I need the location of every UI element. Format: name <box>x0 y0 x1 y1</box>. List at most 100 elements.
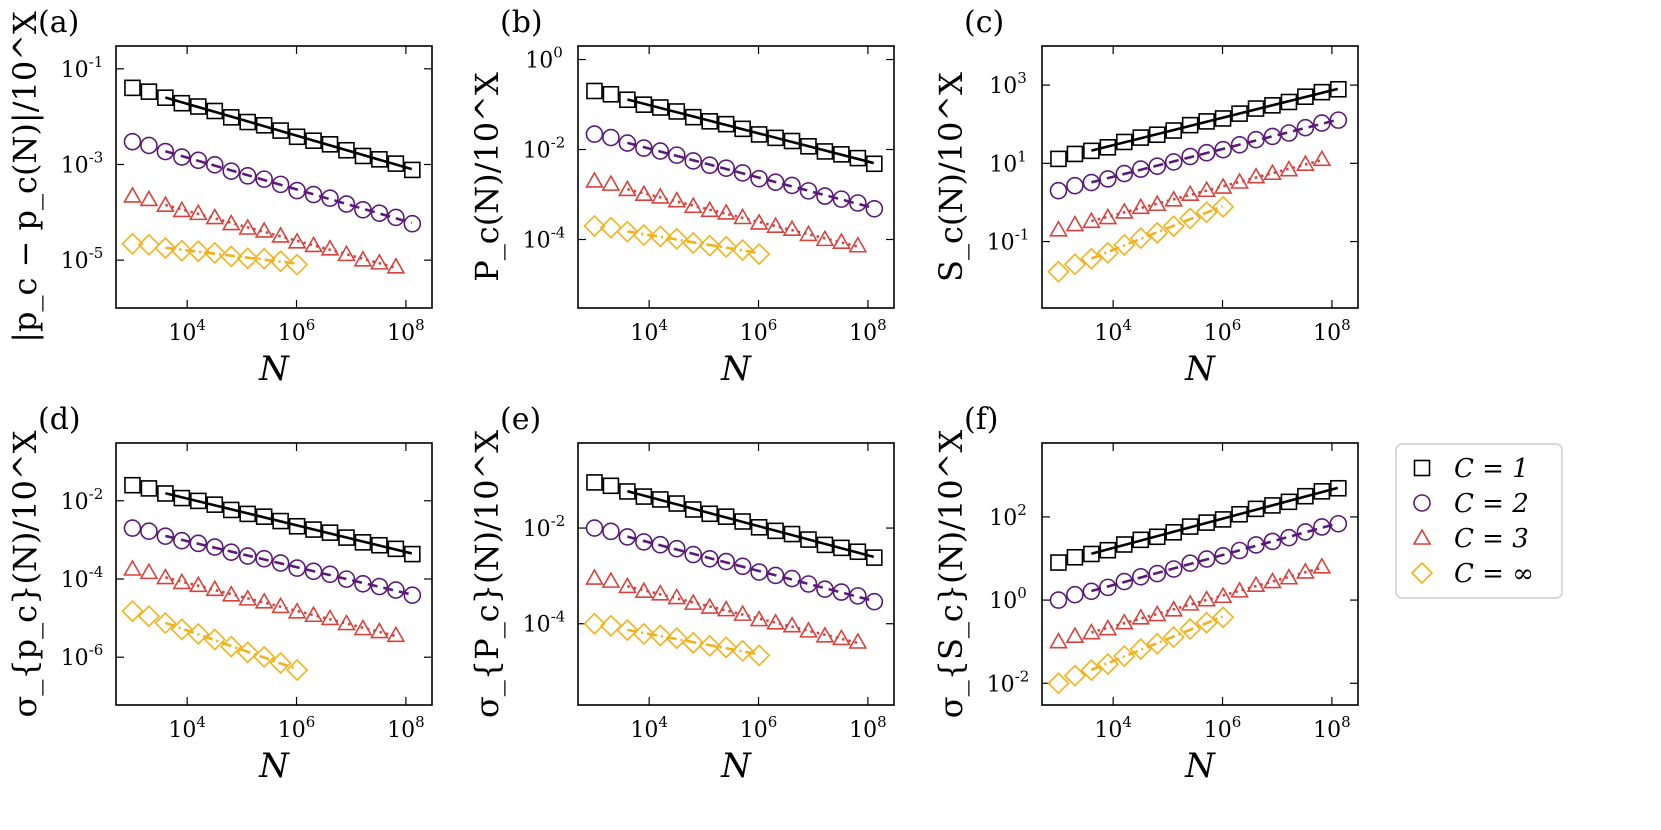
square-marker <box>354 147 372 165</box>
circle-marker <box>205 156 224 174</box>
circle-marker <box>156 142 175 161</box>
axis-frame <box>1041 442 1359 706</box>
circle-marker <box>123 519 142 537</box>
diamond-marker <box>1063 253 1087 276</box>
circle-marker <box>799 182 818 200</box>
triangle-marker <box>700 597 720 614</box>
panel-letter: (d) <box>38 402 81 437</box>
square-marker <box>717 115 735 133</box>
square-marker <box>602 477 620 495</box>
square-marker <box>833 539 850 557</box>
square-marker <box>1214 110 1232 127</box>
triangle-marker <box>1263 571 1282 589</box>
diamond-marker <box>285 253 309 276</box>
triangle-marker <box>848 236 868 253</box>
circle-marker <box>140 136 158 155</box>
square-marker <box>288 128 306 146</box>
y-tick-label: 10-4 <box>523 608 566 638</box>
triangle-marker <box>733 207 753 225</box>
y-tick-label: 10-3 <box>61 148 104 178</box>
triangle-marker <box>1114 613 1134 630</box>
circle-marker <box>1214 546 1232 565</box>
diamond-marker <box>1146 221 1169 245</box>
square-marker <box>1132 531 1150 549</box>
square-marker <box>1198 514 1215 531</box>
circle-marker <box>585 125 604 143</box>
circle-marker <box>222 543 241 562</box>
diamond-marker <box>731 639 754 663</box>
square-marker <box>1247 500 1265 518</box>
triangle-marker <box>1049 632 1068 649</box>
square-marker <box>371 536 388 554</box>
diamond-marker <box>1410 561 1434 585</box>
x-axis-label: N <box>720 349 752 389</box>
triangle-marker <box>1279 568 1299 585</box>
series-C2 <box>123 519 422 604</box>
circle-marker <box>1049 181 1068 200</box>
circle-marker <box>1131 567 1150 586</box>
diamond-marker <box>715 235 738 258</box>
circle-marker <box>222 162 241 180</box>
series-C2 <box>585 519 884 611</box>
triangle-marker <box>716 600 736 617</box>
square-marker <box>1313 483 1331 500</box>
triangle-marker <box>238 589 258 606</box>
square-marker <box>338 141 355 159</box>
circle-marker <box>173 531 191 550</box>
square-marker <box>1313 83 1331 101</box>
diamond-marker <box>170 239 193 262</box>
circle-marker <box>1148 564 1167 583</box>
triangle-marker <box>733 604 753 621</box>
circle-marker <box>832 190 851 208</box>
x-tick-label: 108 <box>387 316 425 346</box>
square-marker <box>404 161 421 179</box>
triangle-marker <box>1230 172 1249 189</box>
triangle-marker <box>1296 154 1315 171</box>
square-marker <box>1280 93 1298 111</box>
series-C1 <box>586 474 883 566</box>
triangle-marker <box>1082 211 1101 229</box>
y-tick-label: 10-5 <box>61 244 104 274</box>
square-marker <box>124 476 141 494</box>
square-marker <box>1050 150 1067 168</box>
circle-marker <box>255 549 273 568</box>
circle-marker <box>700 549 719 568</box>
triangle-marker <box>1131 608 1151 625</box>
triangle-marker <box>1197 590 1217 607</box>
diamond-marker <box>1179 617 1202 641</box>
circle-marker <box>271 554 290 572</box>
x-axis-label: N <box>1184 746 1216 786</box>
triangle-marker <box>123 559 142 576</box>
legend-label: C = 1 <box>1454 454 1529 484</box>
diamond-marker <box>203 241 226 265</box>
diamond-marker <box>682 231 705 255</box>
triangle-marker <box>585 568 604 585</box>
triangle-marker <box>1164 600 1184 617</box>
triangle-marker <box>139 562 159 580</box>
square-marker <box>1099 541 1117 559</box>
square-marker <box>222 109 240 126</box>
square-marker <box>1181 518 1199 535</box>
triangle-marker <box>1246 167 1266 184</box>
triangle-marker <box>221 585 241 602</box>
square-marker <box>816 536 834 554</box>
y-tick-label: 10-6 <box>61 641 104 671</box>
series-C1 <box>586 82 883 173</box>
square-marker <box>206 102 224 120</box>
circle-marker <box>1197 550 1216 568</box>
circle-marker <box>337 195 356 213</box>
circle-marker <box>173 148 191 166</box>
square-marker <box>1214 511 1232 528</box>
triangle-marker <box>683 196 703 214</box>
diamond-marker <box>698 234 721 257</box>
diamond-marker <box>1113 233 1136 257</box>
series-Cinf <box>1047 195 1235 283</box>
triangle-marker <box>766 216 785 234</box>
x-tick-label: 108 <box>387 713 425 743</box>
triangle-marker <box>1147 604 1167 622</box>
diamond-marker <box>1129 227 1152 250</box>
circle-marker <box>288 559 306 577</box>
square-marker <box>1330 479 1347 497</box>
diamond-marker <box>220 245 243 268</box>
fit-line <box>1090 205 1224 260</box>
